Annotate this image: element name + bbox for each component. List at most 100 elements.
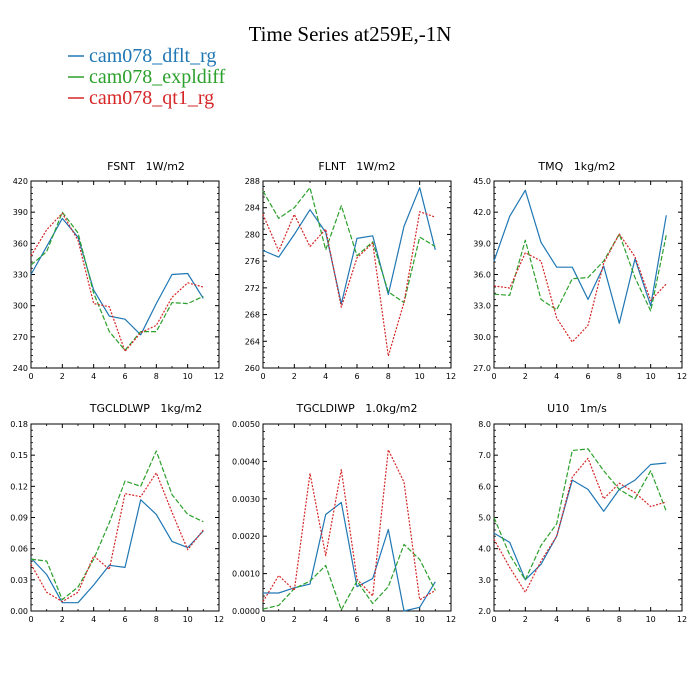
x-tick-label: 2 — [523, 615, 528, 624]
series-line-expldiff — [493, 233, 667, 312]
x-tick-label: 0 — [491, 372, 496, 381]
series-line-dflt — [30, 217, 204, 336]
y-tick-label: 27.0 — [473, 364, 491, 373]
x-tick-label: 6 — [585, 615, 590, 624]
y-tick-label: 272 — [245, 284, 260, 293]
x-tick-label: 2 — [292, 372, 297, 381]
y-tick-label: 0.12 — [10, 482, 28, 491]
panel-title-u10: U10 1m/s — [547, 402, 607, 415]
x-tick-label: 0 — [260, 372, 265, 381]
y-tick-label: 0.18 — [10, 420, 28, 429]
y-tick-label: 260 — [245, 364, 260, 373]
y-tick-label: 42.0 — [473, 208, 491, 217]
y-tick-label: 0.0010 — [232, 570, 260, 579]
y-tick-label: 300 — [13, 302, 28, 311]
x-tick-label: 12 — [677, 615, 687, 624]
y-tick-label: 0.03 — [10, 576, 28, 585]
x-tick-label: 4 — [91, 615, 96, 624]
y-tick-label: 390 — [13, 208, 28, 217]
y-tick-label: 360 — [13, 239, 28, 248]
x-tick-label: 4 — [554, 372, 559, 381]
x-tick-label: 8 — [617, 615, 622, 624]
x-tick-label: 4 — [91, 372, 96, 381]
x-tick-label: 6 — [354, 372, 359, 381]
plot-frame — [262, 423, 452, 612]
y-tick-label: 39.0 — [473, 239, 491, 248]
panel-tgcldlwp: 0.00 0.03 0.06 0.09 0.12 0.15 0.18 0 2 4 6 8 10 12 — [10, 420, 224, 624]
y-tick-label: 4.0 — [478, 545, 491, 554]
y-tick-label: 420 — [13, 177, 28, 186]
panel-flnt: 260 264 268 272 276 280 284 288 0 2 4 6 8 10 12 — [245, 177, 456, 381]
panel-u10: 2.0 3.0 4.0 5.0 6.0 7.0 8.0 0 2 4 6 8 10 12 — [478, 420, 687, 624]
x-tick-label: 4 — [554, 615, 559, 624]
x-tick-label: 6 — [122, 372, 127, 381]
x-tick-label: 12 — [446, 615, 456, 624]
x-tick-label: 6 — [122, 615, 127, 624]
x-tick-label: 2 — [523, 372, 528, 381]
plot-frame — [493, 180, 683, 369]
series-line-qt1 — [30, 212, 204, 352]
y-tick-label: 240 — [13, 364, 28, 373]
y-tick-label: 0.0050 — [232, 420, 260, 429]
panel-tgcldiwp: 0.0000 0.0010 0.0020 0.0030 0.0040 0.0050 0 2 4 6… — [232, 420, 456, 624]
legend-label-qt1: cam078_qt1_rg — [89, 87, 214, 109]
x-tick-label: 6 — [354, 615, 359, 624]
x-tick-label: 0 — [260, 615, 265, 624]
x-tick-label: 0 — [491, 615, 496, 624]
y-tick-label: 0.0040 — [232, 457, 260, 466]
plot-frame — [262, 180, 452, 369]
series-line-dflt — [493, 189, 667, 324]
legend-label-dflt: cam078_dflt_rg — [89, 45, 216, 67]
series-line-qt1 — [493, 233, 667, 343]
y-tick-label: 0.09 — [10, 514, 28, 523]
y-tick-label: 276 — [245, 257, 260, 266]
x-tick-label: 12 — [214, 615, 224, 624]
panel-title-fsnt: FSNT 1W/m2 — [107, 160, 185, 173]
y-tick-label: 6.0 — [478, 482, 491, 491]
x-tick-label: 4 — [323, 372, 328, 381]
x-tick-label: 10 — [183, 372, 193, 381]
y-tick-label: 0.06 — [10, 545, 28, 554]
panel-tmq: 27.0 30.0 33.0 36.0 39.0 42.0 45.0 0 2 4 6 8 10 12 — [473, 177, 687, 381]
plot-frame — [493, 423, 683, 612]
series-line-qt1 — [493, 457, 667, 593]
panel-title-tgcldlwp: TGCLDLWP 1kg/m2 — [89, 402, 202, 415]
x-tick-label: 2 — [292, 615, 297, 624]
legend: cam078_dflt_rg cam078_expldiff cam078_qt… — [68, 45, 226, 109]
y-tick-label: 3.0 — [478, 576, 491, 585]
series-line-expldiff — [30, 450, 204, 601]
legend-label-expldiff: cam078_expldiff — [89, 66, 226, 88]
series-line-expldiff — [262, 187, 436, 304]
x-tick-label: 2 — [60, 615, 65, 624]
plot-frame — [30, 180, 220, 369]
series-line-dflt — [30, 499, 204, 604]
y-tick-label: 264 — [245, 337, 260, 346]
series-line-qt1 — [30, 472, 204, 603]
series-line-qt1 — [262, 211, 436, 357]
y-tick-label: 288 — [245, 177, 260, 186]
series-line-qt1 — [262, 449, 436, 602]
x-tick-label: 10 — [415, 615, 425, 624]
y-tick-label: 45.0 — [473, 177, 491, 186]
y-tick-label: 280 — [245, 230, 260, 239]
series-line-dflt — [263, 501, 436, 612]
x-tick-label: 12 — [677, 372, 687, 381]
x-tick-label: 10 — [646, 615, 656, 624]
panel-title-tgcldiwp: TGCLDIWP 1.0kg/m2 — [295, 402, 417, 415]
y-tick-label: 2.0 — [478, 607, 491, 616]
y-tick-label: 30.0 — [473, 333, 491, 342]
panel-title-flnt: FLNT 1W/m2 — [318, 160, 395, 173]
y-tick-label: 33.0 — [473, 302, 491, 311]
y-tick-label: 0.0030 — [232, 495, 260, 504]
series-line-dflt — [493, 462, 667, 581]
series-line-expldiff — [493, 448, 667, 581]
x-tick-label: 12 — [446, 372, 456, 381]
y-tick-label: 270 — [13, 333, 28, 342]
y-tick-label: 36.0 — [473, 271, 491, 280]
x-tick-label: 2 — [60, 372, 65, 381]
y-tick-label: 7.0 — [478, 451, 491, 460]
panel-title-tmq: TMQ 1kg/m2 — [537, 160, 615, 173]
series-line-dflt — [262, 187, 436, 305]
